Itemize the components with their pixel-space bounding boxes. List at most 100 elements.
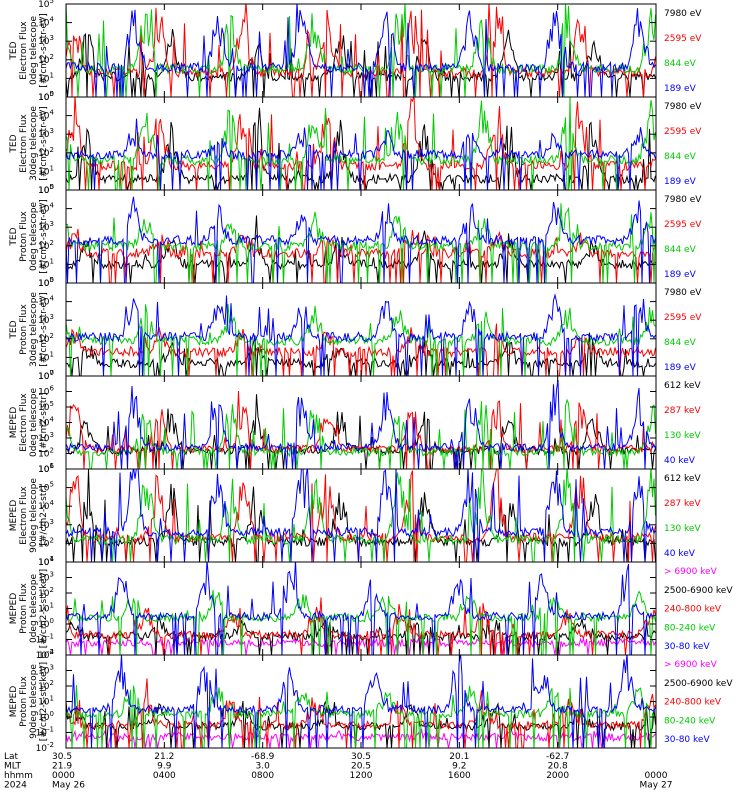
series-trace-7-4: [66, 589, 656, 655]
legend-entry: 612 keV: [664, 474, 701, 484]
series-trace-4-2: [66, 323, 656, 376]
x-axis-row-label: MLT: [4, 762, 22, 772]
legend-entry: 7980 eV: [664, 9, 702, 19]
y-tick-label: 105: [38, 90, 54, 103]
panel-4-traces: [66, 293, 656, 376]
legend-entry: > 6900 keV: [664, 567, 718, 577]
legend-entry: 844 eV: [664, 245, 697, 255]
x-axis-value: 0000: [52, 771, 75, 781]
x-axis-value: 1200: [350, 771, 373, 781]
y-tick-label: 106: [38, 462, 54, 475]
panel-1-traces: [66, 4, 656, 97]
series-trace-1-2: [66, 4, 656, 97]
x-axis-row-label: Lat: [4, 752, 19, 762]
series-trace-6-1: [66, 469, 656, 562]
x-axis-value: 20.1: [449, 752, 469, 762]
legend-entry: 612 keV: [664, 381, 701, 391]
legend-entry: 240-800 keV: [664, 698, 722, 708]
x-axis-value: 9.2: [452, 762, 466, 772]
y-axis-label: TEDProton Flux0deg telescope[#/cm2-s-str…: [9, 199, 49, 274]
legend-entry: 130 keV: [664, 431, 701, 441]
y-tick-label: 107: [38, 369, 54, 382]
series-trace-8-3: [66, 678, 656, 748]
series-trace-7-3: [66, 597, 656, 655]
x-axis-value: 30.5: [351, 752, 371, 762]
y-axis-label: MEPEDElectron Flux0deg telescope[#/cm2-s…: [9, 388, 49, 458]
x-axis-value: 20.8: [548, 762, 568, 772]
series-trace-6-3: [66, 469, 656, 562]
x-axis-value: 21.9: [52, 762, 72, 772]
panel-3-traces: [66, 196, 656, 283]
series-trace-1-3: [66, 4, 656, 97]
legend-entry: 189 eV: [664, 177, 697, 187]
legend-entry: 2595 eV: [664, 127, 702, 137]
y-axis-label: TEDElectron Flux30deg telescope[#/cm2-s-…: [9, 106, 49, 181]
series-trace-4-4: [66, 293, 656, 376]
series-trace-4-3: [66, 304, 656, 376]
x-axis-value: 9.9: [157, 762, 172, 772]
series-trace-8-4: [66, 685, 656, 748]
x-axis-value: 0400: [153, 771, 176, 781]
legend-entry: 2595 eV: [664, 34, 702, 44]
legend-entry: 844 eV: [664, 152, 697, 162]
x-axis-row-label: 2024: [4, 781, 27, 791]
y-tick-label: 105: [38, 0, 54, 10]
y-tick-label: 105: [38, 276, 54, 289]
legend-entry: 40 keV: [664, 456, 696, 466]
series-trace-6-2: [66, 469, 656, 562]
x-axis-value: 30.5: [52, 752, 72, 762]
x-axis-value: May 26: [52, 781, 85, 791]
x-axis-labels: Lat 30.5 21.2 -68.9 30.5 20.1 -62.7 MLT 21.9 9.9 3…: [4, 752, 672, 791]
legend-entry: > 6900 keV: [664, 660, 718, 670]
y-axis-label: MEPEDProton Flux0deg telescope[#/cm2-s-s…: [9, 569, 49, 648]
series-trace-6-4: [66, 469, 656, 562]
legend-entry: 240-800 keV: [664, 605, 722, 615]
panel-5-traces: [66, 379, 656, 469]
y-axis-label: TEDProton Flux30deg telescope[#/cm2-s-st…: [9, 292, 49, 367]
panel-6-traces: [66, 469, 656, 562]
y-tick-label: 105: [38, 183, 54, 196]
series-trace-8-2: [66, 700, 656, 748]
panel-7-traces: [66, 562, 656, 655]
legend-entry: 80-240 keV: [664, 623, 716, 633]
legend-entry: 40 keV: [664, 549, 696, 559]
series-trace-2-3: [66, 97, 656, 190]
series-trace-3-2: [66, 228, 656, 283]
x-axis-row-label: hhmm: [4, 771, 33, 781]
x-axis-value: 21.2: [154, 752, 174, 762]
panel-2-traces: [66, 97, 656, 190]
series-trace-7-5: [66, 562, 656, 655]
legend-entry: 7980 eV: [664, 288, 702, 298]
legend-entry: 7980 eV: [664, 195, 702, 205]
legend-entry: 2500-6900 keV: [664, 679, 733, 689]
series-trace-7-2: [66, 614, 656, 655]
series-trace-1-1: [66, 28, 656, 97]
x-axis-value: -68.9: [251, 752, 275, 762]
x-axis-value: 1600: [448, 771, 471, 781]
legend-entry: 287 keV: [664, 499, 701, 509]
series-trace-2-4: [66, 118, 656, 190]
x-axis-value: -62.7: [546, 752, 569, 762]
y-tick-label: 104: [38, 555, 54, 568]
legend-entry: 287 keV: [664, 406, 701, 416]
y-axis-label: MEPEDElectron Flux90deg telescope[#/cm2-…: [9, 478, 49, 553]
y-axis-label: TEDElectron Flux0deg telescope[#/cm2-s-s…: [9, 13, 49, 88]
legend-entry: 2595 eV: [664, 313, 702, 323]
legend-entry: 2595 eV: [664, 220, 702, 230]
x-axis-value: May 27: [640, 781, 673, 791]
series-trace-1-4: [66, 4, 656, 97]
legend-entry: 189 eV: [664, 270, 697, 280]
legend-entry: 30-80 keV: [664, 735, 710, 745]
series-trace-3-1: [66, 215, 656, 283]
legend-entry: 7980 eV: [664, 102, 702, 112]
